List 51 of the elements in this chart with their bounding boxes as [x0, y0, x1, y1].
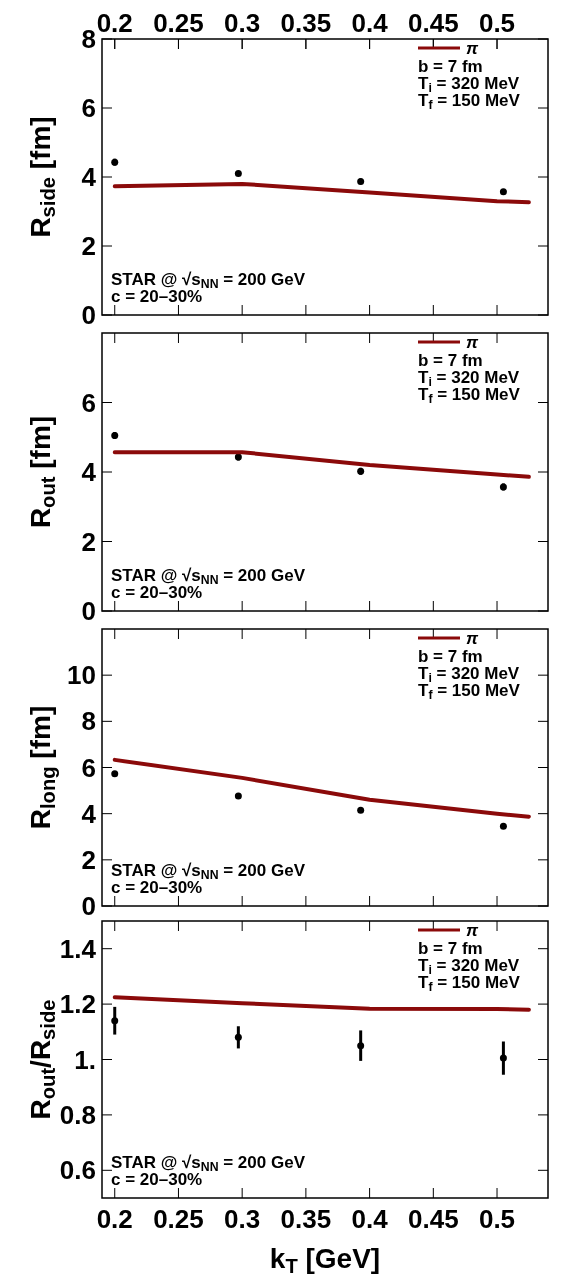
- annotation: c = 20–30%: [111, 878, 203, 897]
- y-tick-label: 0.8: [59, 1100, 96, 1130]
- x2-tick-label: 0.45: [408, 8, 459, 38]
- x2-tick-label: 0.5: [478, 8, 516, 38]
- y-tick-label: 10: [67, 660, 96, 691]
- y-tick-label: 0: [81, 300, 96, 331]
- x2-tick-label: 0.25: [153, 8, 204, 38]
- x-tick-label: 0.4: [351, 1204, 389, 1234]
- legend-label: π: [466, 333, 479, 352]
- y-tick-label: 1.4: [59, 933, 97, 964]
- annotation: T$_{f}$ = 150 MeV: [418, 681, 521, 703]
- x2-tick-label: 0.2: [96, 8, 133, 38]
- x-tick-label: 0.35: [280, 1204, 332, 1234]
- x2-tick-label: 0.3: [224, 8, 261, 38]
- x2-tick-label: 0.35: [280, 8, 332, 38]
- annotation: T$_{f}$ = 150 MeV: [418, 973, 521, 995]
- legend-label: π: [466, 629, 479, 648]
- annotation: b = 7 fm: [418, 647, 483, 666]
- annotation: b = 7 fm: [418, 939, 483, 958]
- x-tick-label: 0.5: [478, 1204, 516, 1234]
- x-axis-title: k$_{T}$ [GeV]: [269, 1243, 381, 1276]
- legend-label: π: [466, 921, 479, 940]
- y-tick-label: 2: [81, 844, 96, 875]
- annotation: c = 20–30%: [111, 583, 203, 602]
- y-tick-label: 4: [81, 457, 97, 488]
- y-tick-label: 6: [81, 752, 96, 783]
- x-tick-label: 0.25: [153, 1204, 204, 1234]
- y-tick-label: 6: [81, 93, 96, 124]
- y-tick-label: 4: [81, 162, 97, 193]
- x2-tick-label: 0.4: [351, 8, 389, 38]
- y-tick-label: 2: [81, 526, 96, 557]
- y-tick-label: 0: [81, 891, 96, 922]
- x-tick-label: 0.3: [224, 1204, 261, 1234]
- y-tick-label: 2: [81, 231, 96, 262]
- annotation: T$_{f}$ = 150 MeV: [418, 91, 521, 113]
- y-tick-label: 4: [81, 798, 97, 829]
- y-tick-label: 0.6: [59, 1155, 96, 1186]
- y-tick-label: 6: [81, 387, 96, 418]
- y-tick-label: 0: [81, 596, 96, 627]
- x-tick-label: 0.45: [408, 1204, 459, 1234]
- y-tick-label: 1.: [74, 1044, 96, 1075]
- annotation: b = 7 fm: [418, 351, 483, 370]
- y-tick-label: 1.2: [59, 989, 96, 1020]
- y-tick-label: 8: [81, 706, 96, 737]
- y-tick-label: 8: [81, 24, 96, 55]
- annotation: c = 20–30%: [111, 287, 203, 306]
- annotation: c = 20–30%: [111, 1170, 203, 1189]
- x-tick-label: 0.2: [96, 1204, 133, 1234]
- legend-label: π: [466, 39, 479, 58]
- annotation: T$_{f}$ = 150 MeV: [418, 385, 521, 407]
- annotation: b = 7 fm: [418, 57, 483, 76]
